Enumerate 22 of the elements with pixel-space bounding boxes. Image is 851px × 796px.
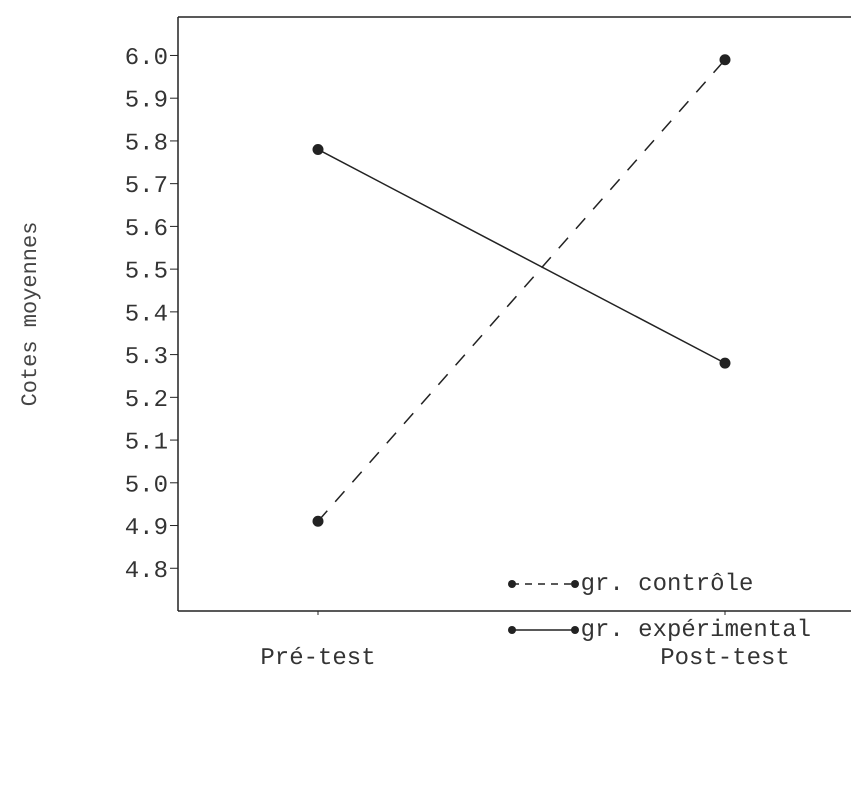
- y-tick-label: 5.2: [124, 386, 168, 414]
- y-tick-label: 5.8: [124, 130, 168, 158]
- legend-label: gr. contrôle: [580, 570, 754, 598]
- y-tick-label: 4.8: [124, 558, 168, 585]
- x-tick-label: Pré-test: [260, 645, 376, 672]
- y-tick-label: 5.6: [124, 216, 168, 243]
- y-axis-title: Cotes moyennes: [18, 222, 43, 406]
- y-tick-label: 5.7: [124, 173, 168, 200]
- legend-label: gr. expérimental: [580, 616, 811, 644]
- point: [720, 54, 730, 66]
- y-tick-label: 4.9: [124, 515, 168, 542]
- y-tick-label: 5.0: [124, 472, 168, 500]
- y-tick-label: 5.5: [124, 258, 168, 286]
- y-tick-label: 6.0: [124, 44, 168, 72]
- point: [312, 516, 324, 527]
- x-tick-label: Post-test: [660, 645, 790, 672]
- y-tick-label: 5.4: [124, 301, 168, 328]
- point: [312, 144, 324, 155]
- point: [720, 358, 730, 369]
- y-tick-label: 5.9: [124, 88, 168, 115]
- y-tick-label: 5.3: [124, 344, 168, 372]
- y-tick-label: 5.1: [124, 430, 168, 457]
